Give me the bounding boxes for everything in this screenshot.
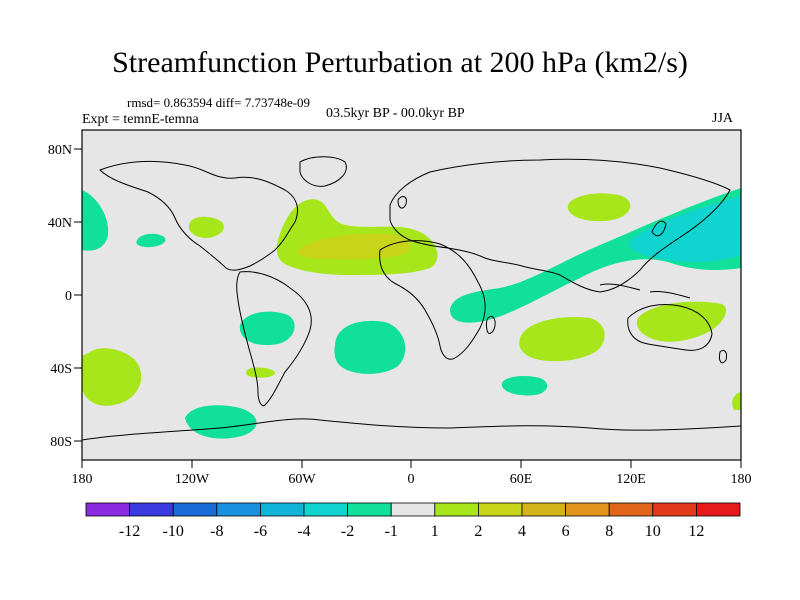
colorbar-box <box>216 502 261 517</box>
colorbar-box <box>85 502 130 517</box>
anomaly-region-pos-north-atlantic-core <box>298 233 410 260</box>
coastline-eurasia <box>389 158 731 293</box>
colorbar-box <box>172 502 218 517</box>
colorbar-label: 6 <box>562 523 570 540</box>
anomaly-region-pos-central-asia <box>567 193 631 222</box>
lat-label-80n: 80N <box>48 143 72 158</box>
anomaly-region-pos-australia <box>636 301 727 342</box>
anomaly-region-pos-south-pacific <box>82 348 142 406</box>
colorbar-label: 12 <box>688 523 704 540</box>
colorbar-label: 10 <box>645 523 661 540</box>
colorbar-label: -8 <box>210 523 223 540</box>
lon-label-180e: 180 <box>731 472 752 487</box>
colorbar-box <box>347 502 392 517</box>
colorbar-box <box>303 502 348 517</box>
experiment-label: Expt = temnE-temna <box>82 112 199 127</box>
lon-label-60w: 60W <box>288 472 316 487</box>
lat-label-40s: 40S <box>50 362 72 377</box>
coastline-africa <box>379 240 486 360</box>
lat-axis <box>74 148 82 442</box>
anomaly-region-pos-small-south <box>246 367 276 378</box>
coastline-south-america <box>236 271 312 407</box>
anomaly-region-pos-indian-ocean <box>519 316 605 362</box>
colorbar-label: -4 <box>297 523 310 540</box>
lat-labels: 80N 40N 0 40S 80S <box>48 143 72 450</box>
colorbar-box <box>565 502 610 517</box>
lat-label-40n: 40N <box>48 216 72 231</box>
anomaly-region-neg-northpacific-east <box>82 190 109 251</box>
colorbar-box <box>434 502 479 517</box>
anomaly-region-neg-southeast-pacific <box>239 311 295 346</box>
map-background <box>82 130 741 460</box>
colorbar-label: 8 <box>605 523 613 540</box>
map-title: Streamfunction Perturbation at 200 hPa (… <box>112 46 688 79</box>
colorbar-label: 4 <box>518 523 526 540</box>
colorbar-box <box>696 502 741 517</box>
lon-label-120e: 120E <box>616 472 646 487</box>
colorbar-label: -6 <box>254 523 267 540</box>
lon-label-180w: 180 <box>72 472 93 487</box>
rmsd-stats: rmsd= 0.863594 diff= 7.73748e-09 <box>127 95 311 110</box>
anomaly-region-neg-southern-pacific <box>185 405 257 439</box>
anomaly-region-neg-northamerica <box>136 233 166 248</box>
lat-label-0: 0 <box>65 289 72 304</box>
colorbar-box <box>129 502 174 517</box>
coastline-north-america <box>99 160 298 271</box>
anomaly-region-pos-southern-edge <box>732 392 741 410</box>
colorbar-label: -12 <box>119 523 140 540</box>
lat-label-80s: 80S <box>50 435 72 450</box>
lon-label-0: 0 <box>408 472 415 487</box>
colorbar-label: 2 <box>474 523 482 540</box>
coastline-new-zealand <box>719 349 727 364</box>
colorbar-label: 1 <box>431 523 439 540</box>
colorbar-label: -2 <box>341 523 354 540</box>
colorbar-label: -10 <box>163 523 184 540</box>
coastline-australia <box>627 304 713 351</box>
period-label: 03.5kyr BP - 00.0kyr BP <box>326 106 465 121</box>
colorbar-box <box>477 502 523 517</box>
coastline-antarctica <box>82 418 741 441</box>
colorbar-box <box>259 502 305 517</box>
plot-area <box>82 130 741 460</box>
colorbar-box <box>608 502 654 517</box>
colorbar-label: -1 <box>385 523 398 540</box>
anomaly-region-neg-south-atlantic <box>334 320 406 374</box>
colorbar-box <box>652 502 697 517</box>
anomaly-region-neg-darker-northwest-pacific <box>629 196 741 263</box>
coastline-indonesia <box>599 283 691 299</box>
anomaly-region-neg-south-indian <box>501 375 548 396</box>
lon-axis <box>81 460 742 468</box>
lon-label-120w: 120W <box>175 472 210 487</box>
coastline-greenland <box>299 156 347 187</box>
colorbar-boxes <box>85 502 741 517</box>
coastlines <box>82 156 741 441</box>
colorbar-box <box>521 502 566 517</box>
colorbar-labels: -12 -10 -8 -6 -4 -2 -1 1 2 4 6 8 10 12 <box>119 523 704 540</box>
colorbar-box <box>390 502 436 517</box>
coastline-madagascar <box>485 315 496 334</box>
anomaly-region-pos-eastern-pacific <box>188 216 224 238</box>
lon-label-60e: 60E <box>510 472 533 487</box>
lon-labels: 180 120W 60W 0 60E 120E 180 <box>72 472 752 487</box>
coastline-uk <box>397 196 407 209</box>
coastline-japan <box>651 220 667 237</box>
season-label: JJA <box>712 111 734 126</box>
